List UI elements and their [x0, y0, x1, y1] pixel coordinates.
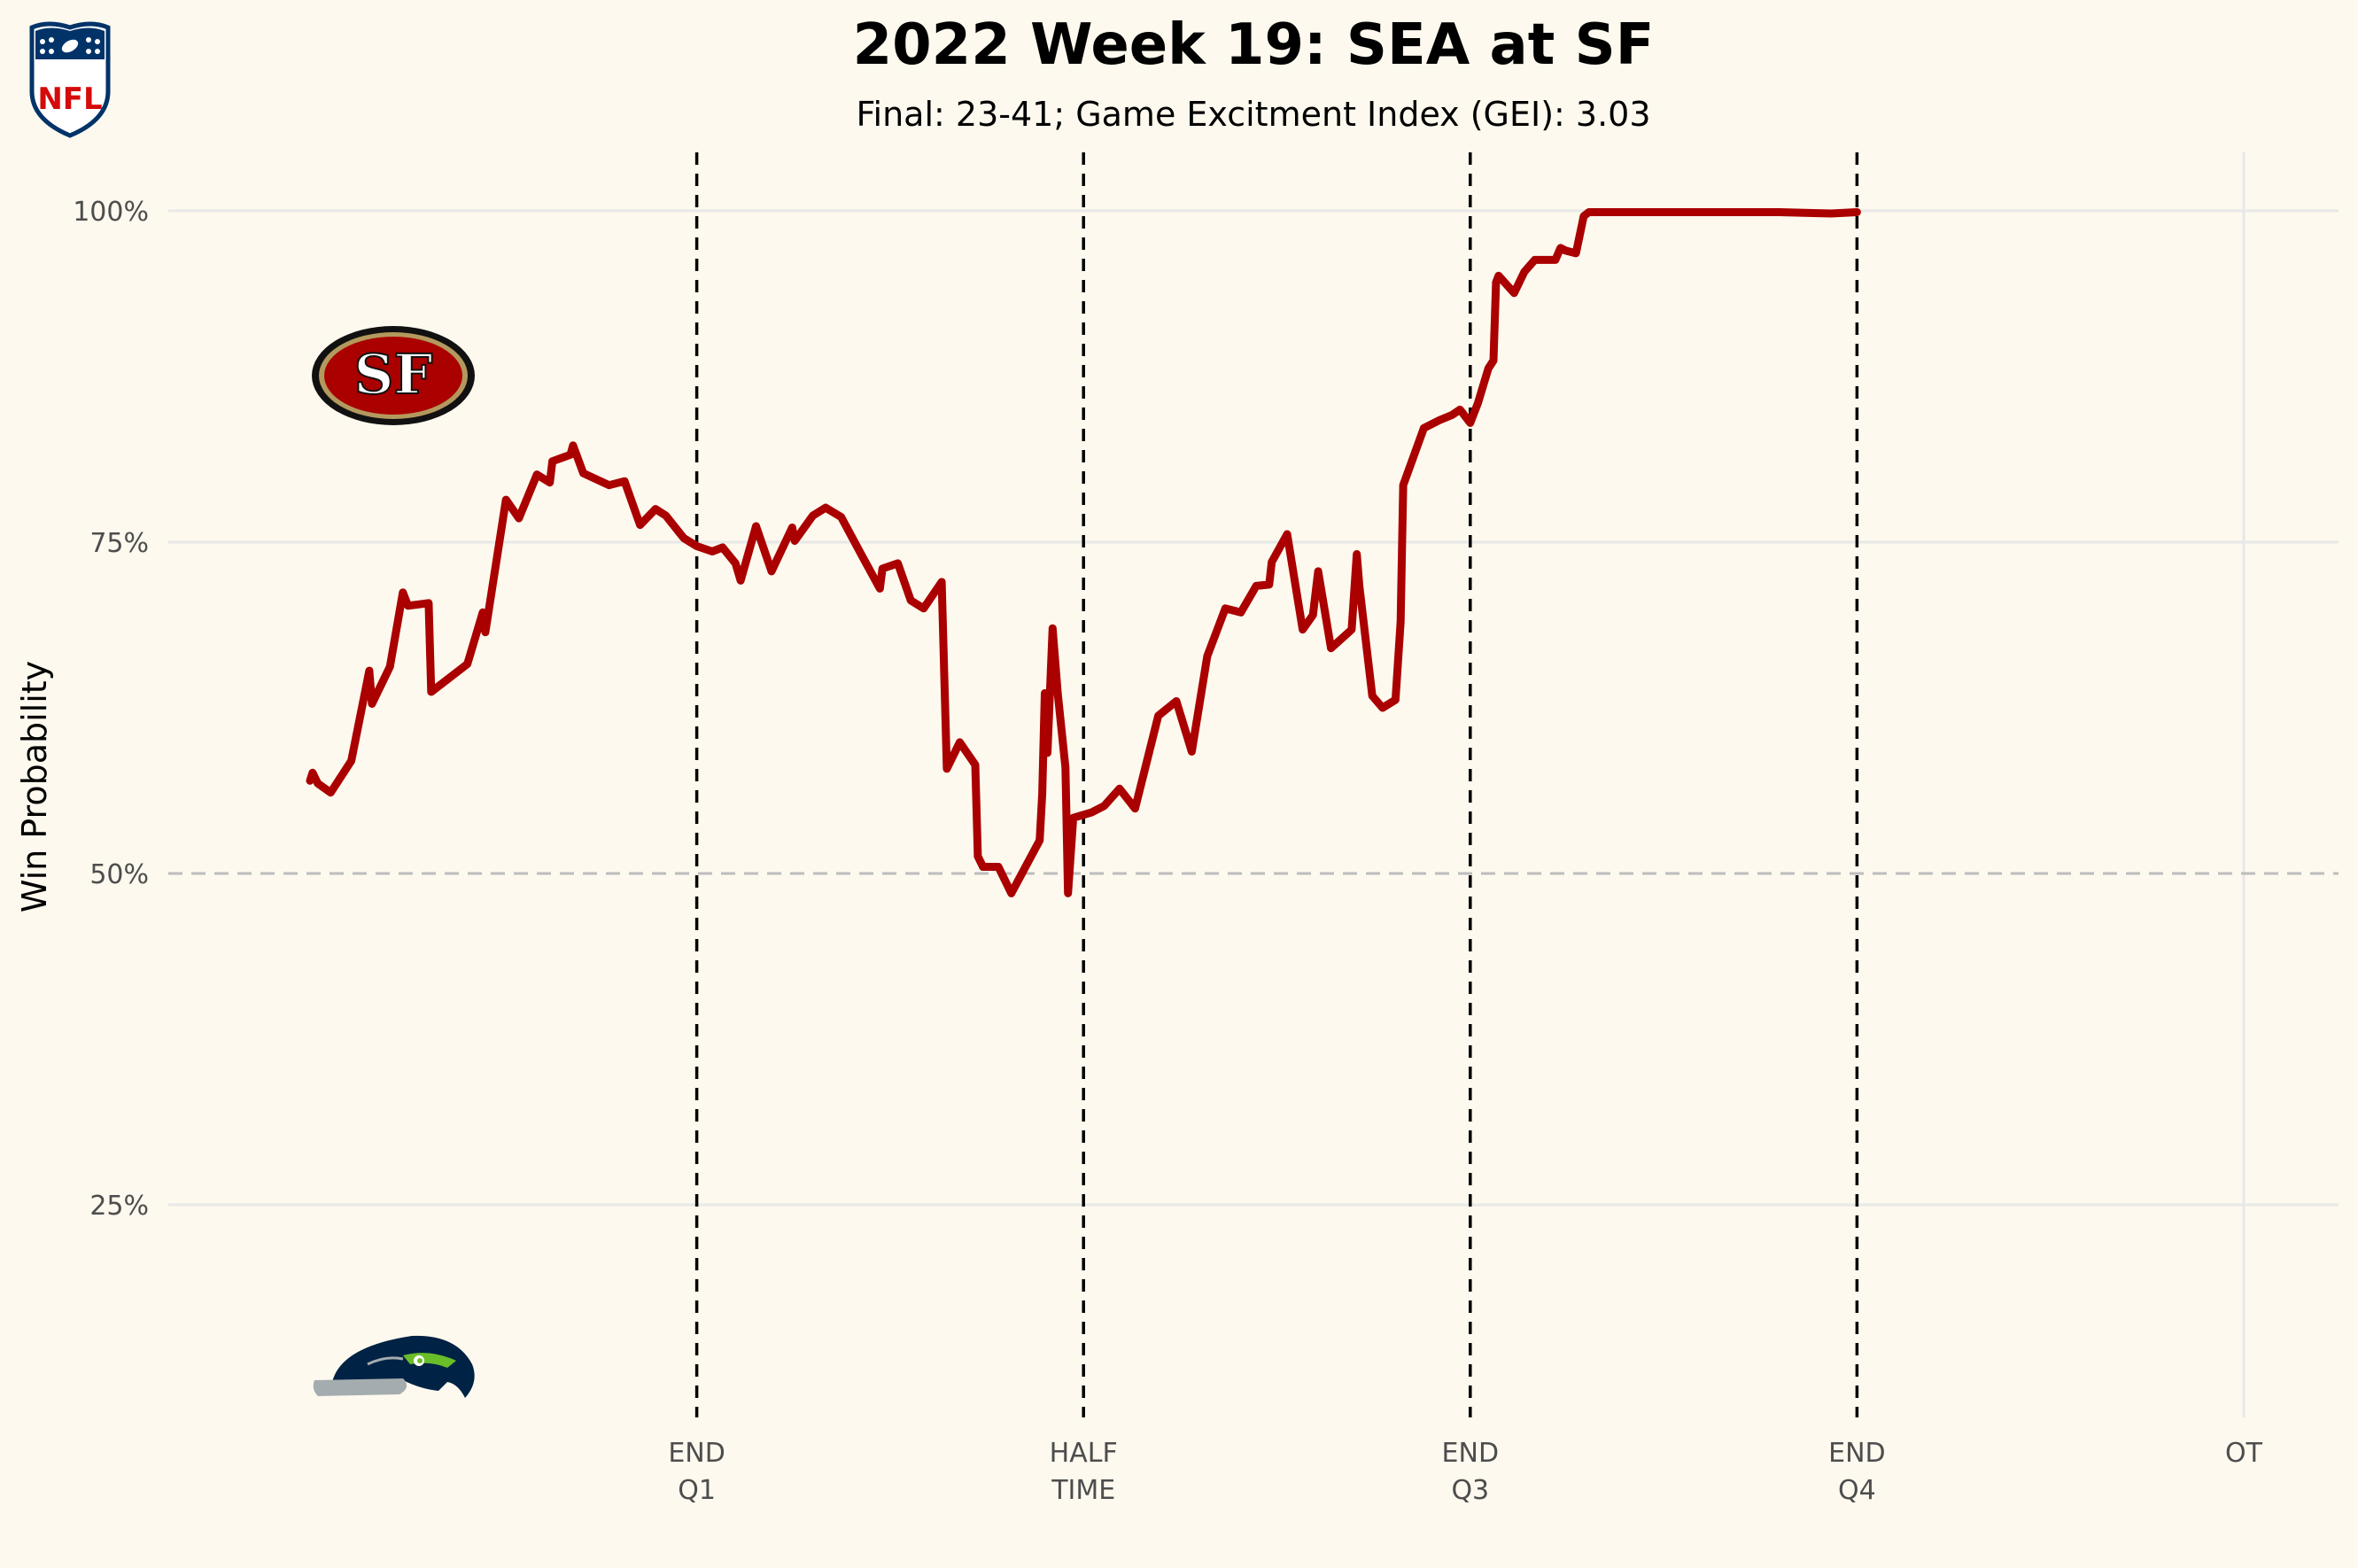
x-tick-label-line2: Q3	[1451, 1475, 1489, 1506]
y-tick-label: 75%	[89, 528, 149, 559]
svg-text:SF: SF	[354, 342, 433, 407]
y-axis-label: Win Probability	[15, 661, 54, 912]
x-tick-layer: END Q1 HALF TIME END Q3 END Q4 OT	[668, 1438, 2262, 1506]
nfl-shield-logo: NFL	[29, 21, 111, 138]
quarter-marker-layer	[694, 152, 1859, 1417]
y-tick-label: 50%	[89, 859, 149, 890]
x-tick-label: HALF	[1050, 1438, 1118, 1469]
x-tick-label: OT	[2225, 1438, 2263, 1469]
win-probability-line-sf	[306, 208, 1861, 897]
x-tick-label-line2: Q4	[1838, 1475, 1876, 1506]
y-tick-layer: 100% 75% 50% 25%	[73, 197, 149, 1222]
chart-title: 2022 Week 19: SEA at SF	[853, 12, 1655, 78]
x-tick-label-line2: TIME	[1051, 1475, 1115, 1506]
x-tick-label: END	[668, 1438, 725, 1469]
series-layer	[306, 208, 1861, 897]
sea-seahawks-logo	[313, 1335, 475, 1398]
y-tick-label: 25%	[89, 1191, 149, 1222]
svg-text:NFL: NFL	[37, 82, 102, 117]
y-tick-label: 100%	[73, 197, 149, 228]
x-tick-label-line2: Q1	[678, 1475, 716, 1506]
x-tick-label: END	[1442, 1438, 1500, 1469]
chart-subtitle: Final: 23-41; Game Excitment Index (GEI)…	[856, 95, 1650, 134]
x-tick-label: END	[1828, 1438, 1886, 1469]
grid-layer	[168, 152, 2339, 1417]
sf-49ers-logo: SF	[312, 326, 475, 425]
